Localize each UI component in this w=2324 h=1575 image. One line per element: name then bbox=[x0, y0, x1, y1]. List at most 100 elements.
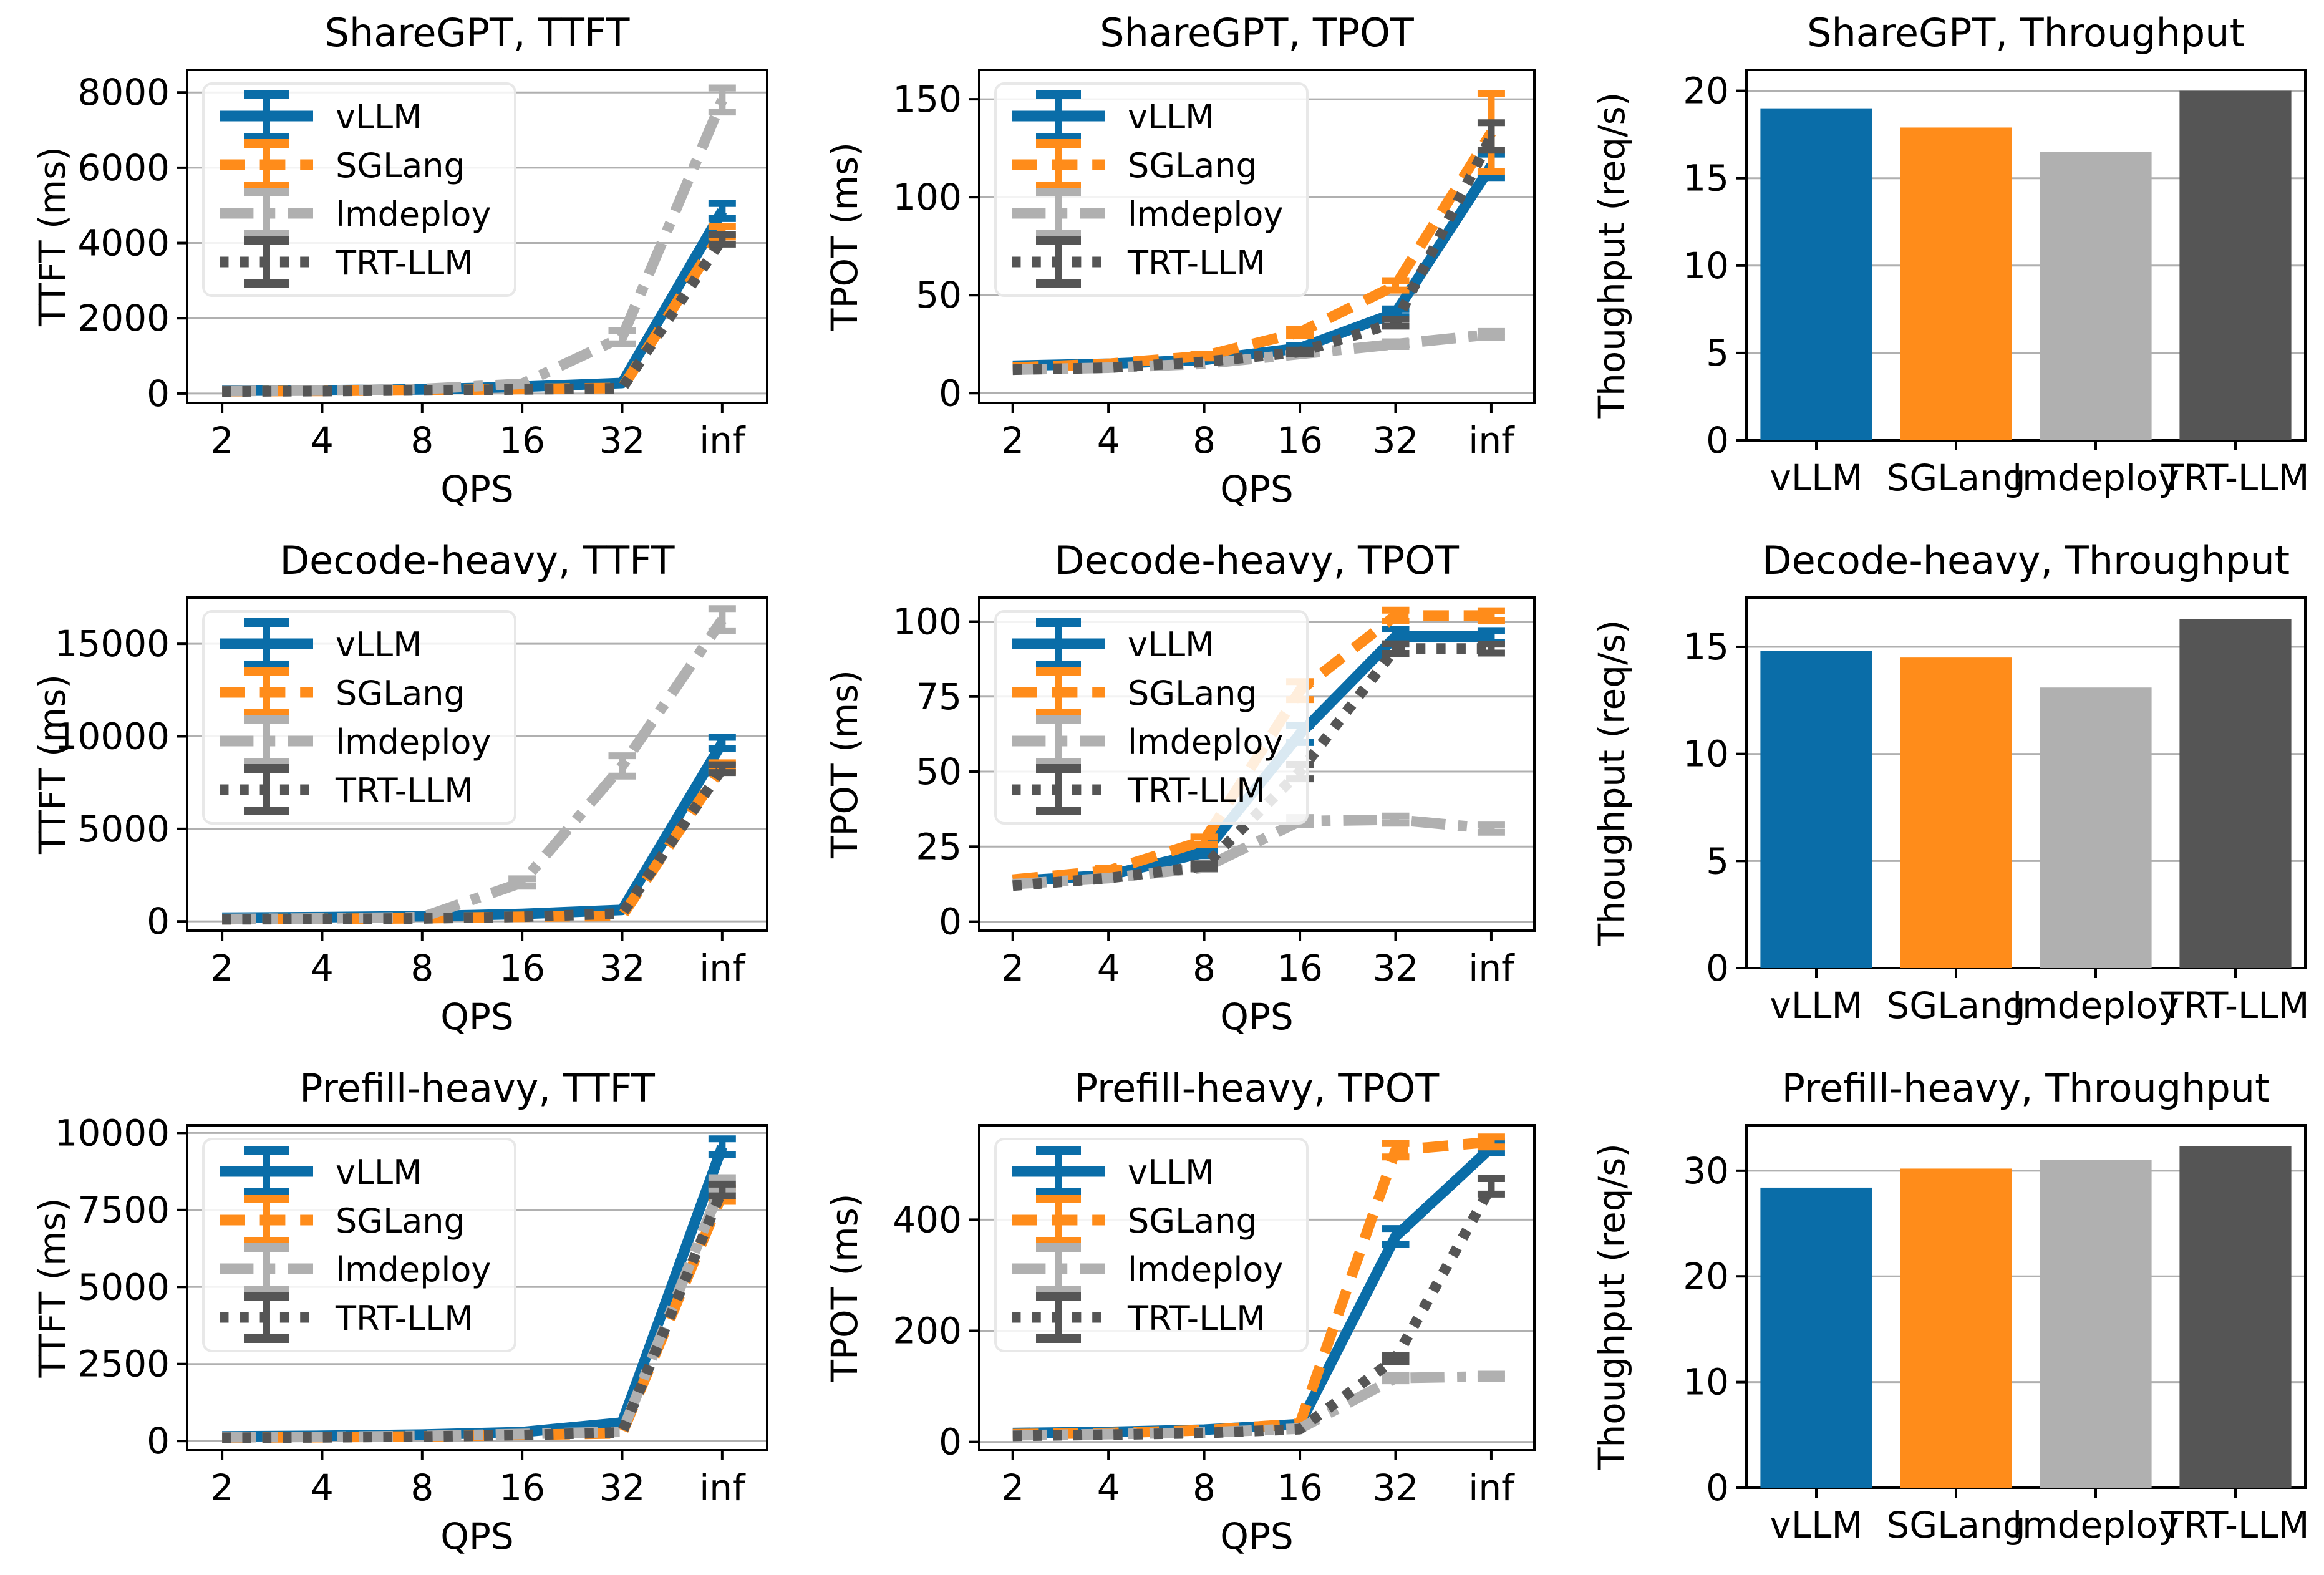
subplot-decode-heavy-throughput: Decode-heavy, Throughput 0 5 10 15 Thoughput … bbox=[1559, 528, 2324, 1055]
legend-label: lmdeploy bbox=[336, 195, 491, 234]
x-tick-label: 8 bbox=[1193, 947, 1216, 989]
y-tick-label: 5 bbox=[1706, 840, 1729, 882]
x-tick-label: inf bbox=[1468, 947, 1515, 989]
error-bar bbox=[708, 761, 736, 777]
legend-item-lmdeploy[interactable]: lmdeploy bbox=[1012, 1243, 1283, 1294]
x-tick-label: 16 bbox=[1277, 419, 1323, 462]
legend-item-lmdeploy[interactable]: lmdeploy bbox=[220, 188, 491, 239]
error-bar bbox=[1286, 326, 1314, 339]
error-bar bbox=[1477, 1133, 1505, 1151]
x-tick-label: vLLM bbox=[1770, 1504, 1863, 1546]
legend-label: TRT-LLM bbox=[1127, 771, 1266, 810]
y-tick-label: 0 bbox=[939, 1421, 962, 1463]
y-axis-label: Thoughput (req/s) bbox=[1590, 1143, 1633, 1470]
legend-item-TRT-LLM[interactable]: TRT-LLM bbox=[1012, 236, 1266, 288]
legend-item-SGLang[interactable]: SGLang bbox=[1012, 1195, 1257, 1246]
legend-item-vLLM[interactable]: vLLM bbox=[1012, 1146, 1214, 1197]
error-bar bbox=[1382, 316, 1410, 330]
x-tick-label: 32 bbox=[1373, 947, 1419, 989]
error-bar bbox=[1190, 860, 1218, 872]
error-bar bbox=[1382, 338, 1410, 351]
x-tick-label: 8 bbox=[410, 1466, 433, 1509]
x-tick-label: inf bbox=[1468, 1466, 1515, 1509]
x-tick-label: SGLang bbox=[1886, 1504, 2025, 1546]
line-series-lmdeploy bbox=[1012, 814, 1492, 889]
x-axis-label: QPS bbox=[1220, 996, 1293, 1038]
x-tick-label: inf bbox=[1468, 419, 1515, 462]
y-tick-label: 20 bbox=[1683, 70, 1729, 112]
legend-label: SGLang bbox=[336, 1201, 465, 1241]
legend-item-vLLM[interactable]: vLLM bbox=[220, 90, 422, 142]
x-tick-label: 16 bbox=[1277, 947, 1323, 989]
error-bar bbox=[1477, 1175, 1505, 1198]
x-tick-label: 16 bbox=[499, 1466, 545, 1509]
legend-label: TRT-LLM bbox=[1127, 1299, 1266, 1338]
x-tick-label: 32 bbox=[1373, 419, 1419, 462]
y-tick-label: 0 bbox=[939, 901, 962, 943]
legend-label: lmdeploy bbox=[336, 1250, 491, 1289]
x-tick-label: 2 bbox=[1001, 1466, 1024, 1509]
subplot-decode-heavy-tpot: Decode-heavy, TPOT 0 25 50 75 100 TPOT (ms) 2 4 8… bbox=[792, 528, 1559, 1055]
legend-item-lmdeploy[interactable]: lmdeploy bbox=[220, 1243, 491, 1294]
legend-item-SGLang[interactable]: SGLang bbox=[220, 1195, 465, 1246]
legend-item-TRT-LLM[interactable]: TRT-LLM bbox=[220, 764, 473, 815]
bar-SGLang bbox=[1900, 127, 2012, 440]
legend-item-lmdeploy[interactable]: lmdeploy bbox=[1012, 188, 1283, 239]
x-tick-label: SGLang bbox=[1886, 984, 2025, 1027]
legend-item-lmdeploy[interactable]: lmdeploy bbox=[220, 715, 491, 767]
y-tick-label: 10000 bbox=[54, 715, 170, 758]
y-tick-label: 15 bbox=[1683, 157, 1729, 200]
x-tick-label: TRT-LLM bbox=[2161, 457, 2309, 499]
legend-item-SGLang[interactable]: SGLang bbox=[1012, 667, 1257, 718]
legend-label: SGLang bbox=[336, 146, 465, 185]
legend-item-SGLang[interactable]: SGLang bbox=[1012, 139, 1257, 190]
y-axis-label: TPOT (ms) bbox=[823, 142, 866, 331]
y-tick-label: 0 bbox=[1706, 1466, 1729, 1509]
legend-item-lmdeploy[interactable]: lmdeploy bbox=[1012, 715, 1283, 767]
x-tick-label: 4 bbox=[1097, 947, 1120, 989]
y-tick-label: 0 bbox=[147, 1420, 170, 1462]
y-tick-label: 0 bbox=[147, 372, 170, 415]
subplot-title: ShareGPT, TPOT bbox=[1100, 10, 1415, 56]
legend-item-vLLM[interactable]: vLLM bbox=[1012, 618, 1214, 669]
y-tick-label: 200 bbox=[893, 1310, 962, 1352]
y-tick-label: 10000 bbox=[54, 1112, 170, 1154]
legend-item-vLLM[interactable]: vLLM bbox=[1012, 90, 1214, 142]
y-tick-label: 0 bbox=[147, 900, 170, 943]
legend-item-SGLang[interactable]: SGLang bbox=[220, 667, 465, 718]
x-tick-label: inf bbox=[699, 1466, 746, 1509]
error-bar bbox=[1382, 812, 1410, 827]
legend-item-SGLang[interactable]: SGLang bbox=[220, 139, 465, 190]
x-tick-label: vLLM bbox=[1770, 457, 1863, 499]
x-axis-label: QPS bbox=[440, 1515, 513, 1558]
error-bar bbox=[708, 605, 736, 634]
bar-lmdeploy bbox=[2040, 1160, 2152, 1488]
line-series-lmdeploy bbox=[1012, 329, 1492, 376]
subplot-prefill-heavy-throughput: Prefill-heavy, Throughput 0 10 20 30 Thoughpu… bbox=[1559, 1055, 2324, 1575]
bar-TRT-LLM bbox=[2179, 619, 2292, 968]
bar-vLLM bbox=[1760, 651, 1872, 968]
error-bar bbox=[708, 1180, 736, 1199]
x-tick-label: 32 bbox=[599, 1466, 646, 1509]
error-bar bbox=[708, 84, 736, 116]
legend-label: TRT-LLM bbox=[1127, 243, 1266, 283]
plot-frame bbox=[1745, 69, 2307, 442]
legend-item-TRT-LLM[interactable]: TRT-LLM bbox=[220, 236, 473, 288]
plot-frame bbox=[186, 69, 768, 404]
plot-frame bbox=[978, 596, 1536, 932]
x-tick-label: 16 bbox=[1277, 1466, 1323, 1509]
bar-vLLM bbox=[1760, 108, 1872, 441]
legend-item-TRT-LLM[interactable]: TRT-LLM bbox=[220, 1292, 473, 1343]
error-bar bbox=[1382, 1225, 1410, 1248]
x-tick-label: 16 bbox=[499, 947, 545, 989]
legend-item-TRT-LLM[interactable]: TRT-LLM bbox=[1012, 1292, 1266, 1343]
bar-lmdeploy bbox=[2040, 687, 2152, 968]
error-bar bbox=[1382, 277, 1410, 294]
legend-item-vLLM[interactable]: vLLM bbox=[220, 618, 422, 669]
legend-item-vLLM[interactable]: vLLM bbox=[220, 1146, 422, 1197]
subplot-sharegpt-ttft: ShareGPT, TTFT 0 2000 4000 6000 8000 TTFT (ms)… bbox=[0, 0, 792, 528]
bar-lmdeploy bbox=[2040, 152, 2152, 441]
legend-label: vLLM bbox=[1128, 97, 1214, 137]
legend-item-TRT-LLM[interactable]: TRT-LLM bbox=[1012, 764, 1266, 815]
